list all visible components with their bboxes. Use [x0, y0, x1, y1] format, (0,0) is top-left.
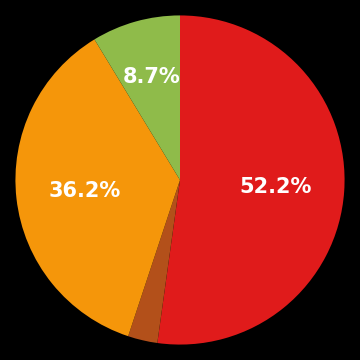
Wedge shape: [128, 180, 180, 343]
Wedge shape: [15, 39, 180, 336]
Wedge shape: [94, 15, 180, 180]
Text: 52.2%: 52.2%: [239, 177, 311, 197]
Text: 8.7%: 8.7%: [122, 67, 180, 87]
Wedge shape: [157, 15, 345, 345]
Text: 36.2%: 36.2%: [49, 181, 121, 201]
